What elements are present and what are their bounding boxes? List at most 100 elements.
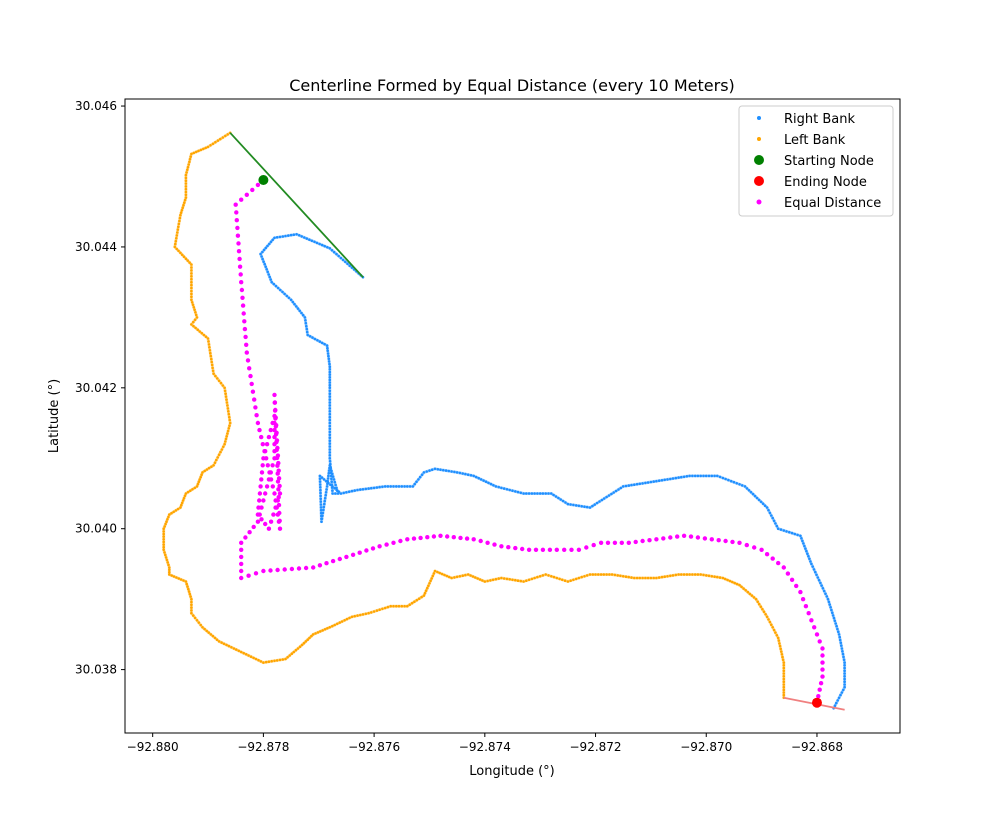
bank-point	[327, 474, 330, 478]
bank-point	[577, 504, 581, 508]
bank-point	[830, 608, 833, 612]
bank-point	[731, 580, 734, 584]
bank-point	[232, 647, 236, 650]
bank-point	[605, 573, 608, 576]
bank-point	[759, 605, 763, 608]
bank-point	[227, 644, 231, 648]
bank-point	[533, 492, 536, 495]
bank-point	[209, 354, 213, 358]
bank-point	[372, 610, 376, 613]
bank-point	[743, 485, 747, 488]
bank-point	[267, 273, 271, 276]
bank-point	[424, 589, 428, 592]
bank-point	[564, 501, 567, 504]
bank-point	[328, 373, 332, 376]
equal-distance-point	[809, 618, 814, 623]
bank-point	[802, 542, 805, 545]
bank-point	[840, 647, 844, 650]
bank-point	[259, 660, 263, 663]
bank-point	[782, 529, 786, 532]
bank-point	[330, 249, 334, 252]
equal-distance-point	[272, 456, 277, 461]
bank-point	[370, 486, 373, 490]
bank-point	[328, 436, 332, 440]
bank-point	[320, 243, 324, 247]
bank-point	[782, 672, 786, 675]
bank-point	[318, 340, 322, 343]
bank-point	[436, 570, 439, 574]
bank-point	[322, 508, 325, 512]
bank-point	[367, 487, 370, 490]
bank-point	[193, 486, 197, 490]
bank-point	[843, 675, 846, 678]
x-tick-label: −92.868	[791, 740, 843, 754]
bank-point	[646, 576, 650, 580]
bank-point	[428, 469, 431, 472]
bank-point	[319, 503, 323, 506]
equal-distance-point	[499, 544, 504, 549]
bank-point	[335, 488, 339, 492]
legend-box	[738, 105, 894, 217]
bank-point	[344, 260, 347, 264]
bank-point	[834, 622, 837, 625]
bank-point	[323, 502, 326, 506]
bank-point	[211, 142, 215, 146]
bank-point	[318, 474, 322, 478]
equal-distance-point	[794, 583, 799, 589]
bank-point	[721, 576, 725, 580]
equal-distance-point	[253, 405, 258, 410]
bank-point	[505, 488, 509, 491]
bank-point	[768, 511, 772, 515]
bank-point	[185, 582, 188, 586]
bank-point	[210, 360, 213, 364]
bank-point	[610, 573, 614, 576]
bank-point	[272, 282, 276, 286]
bank-point	[190, 289, 193, 293]
bank-point	[671, 574, 675, 577]
bank-point	[616, 574, 619, 577]
bank-point	[177, 222, 181, 226]
bank-point	[836, 627, 839, 631]
bank-point	[328, 439, 332, 443]
bank-point	[271, 238, 275, 242]
bank-point	[835, 624, 838, 628]
bank-point	[691, 474, 694, 478]
equal-distance-point	[798, 589, 803, 595]
bank-point	[244, 653, 248, 656]
bank-point	[188, 261, 191, 264]
equal-distance-point	[268, 470, 273, 475]
equal-distance-point	[263, 449, 268, 454]
bank-point	[429, 579, 432, 583]
bank-point	[841, 652, 845, 656]
bank-point	[326, 477, 330, 480]
bank-point	[228, 424, 231, 428]
ending-node-marker	[811, 697, 822, 708]
bank-point	[838, 635, 841, 639]
bank-point	[191, 303, 195, 307]
equal-distance-point	[243, 535, 248, 540]
bank-point	[613, 573, 617, 577]
bank-point	[469, 574, 472, 577]
bank-point	[561, 578, 564, 582]
bank-point	[190, 275, 193, 278]
bank-point	[262, 260, 265, 264]
bank-point	[765, 615, 769, 619]
bank-point	[751, 492, 755, 496]
bank-point	[216, 456, 219, 459]
bank-point	[383, 485, 387, 488]
bank-point	[552, 493, 555, 497]
bank-point	[212, 464, 215, 467]
bank-point	[217, 453, 221, 457]
equal-distance-point	[330, 558, 336, 564]
bank-point	[190, 280, 193, 284]
bank-point	[270, 659, 274, 663]
equal-distance-point	[709, 537, 714, 542]
bank-point	[519, 491, 523, 495]
bank-point	[805, 549, 808, 553]
bank-point	[327, 469, 331, 472]
bank-point	[782, 669, 786, 673]
bank-point	[657, 479, 661, 483]
bank-point	[831, 614, 835, 617]
equal-distance-point	[357, 550, 362, 555]
bank-point	[353, 614, 357, 618]
